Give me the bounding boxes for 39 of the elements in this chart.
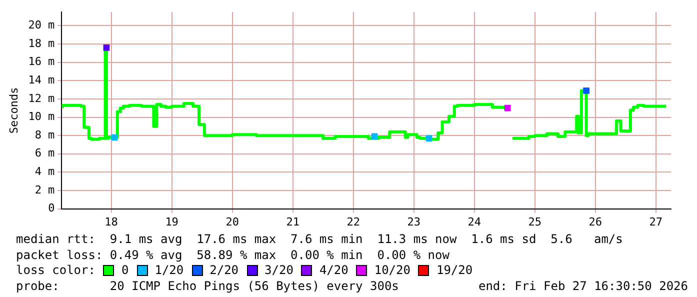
legend-label: 19/20 [436,263,473,278]
text: median rtt: 9.1 ms avg 17.6 ms max 7.6 ms min 11.3 ms now 1.6 ms sd 5.6 am/s [16,232,624,248]
y-tick-label: 18 m [28,36,56,50]
x-tick-label: 21 [286,215,300,228]
text: packet loss: 0.49 % avg 58.89 % max 0.00 % min 0.00 % now [16,248,450,263]
point [426,135,432,142]
x-tick-label: 23 [407,215,420,228]
point [583,88,590,94]
x-tick-label: 19 [165,215,178,228]
x-tick-label: 22 [346,215,360,228]
legend-label: 1/20 [154,263,184,278]
legend-label: 10/20 [374,263,410,278]
x-tick-label: 25 [528,215,542,228]
x-tick-label: 18 [104,215,118,228]
y-tick-label: 20 m [28,18,56,32]
legend-label: 2/20 [210,263,239,278]
text: end: Fri Feb 27 16:30:50 2026 [478,278,688,294]
legend-title: loss color: [16,263,96,278]
legend-label: 3/20 [264,263,294,278]
x-tick-label: 24 [468,215,482,228]
legend-label: 4/20 [319,263,348,278]
text: probe: 20 ICMP Echo Pings (56 Bytes) every 300s [16,278,399,294]
point [111,134,118,141]
y-tick-label: 4 m [34,165,56,178]
y-tick-label: 10 m [28,110,56,124]
y-tick-label: 6 m [34,146,56,160]
legend-label: 0 [121,263,129,278]
x-tick-label: 27 [649,215,662,228]
x-tick-label: 26 [588,215,602,228]
y-tick-label: 0 [48,202,55,215]
y-tick-label: 12 m [28,92,56,105]
point [103,44,110,51]
y-tick-label: 14 m [28,74,56,87]
y-tick-label: 2 m [34,183,56,196]
y-tick-label: 16 m [28,55,56,68]
x-tick-label: 20 [226,215,239,228]
point [504,104,511,112]
y-axis-title: Seconds [7,87,20,134]
y-tick-label: 8 m [34,128,56,142]
